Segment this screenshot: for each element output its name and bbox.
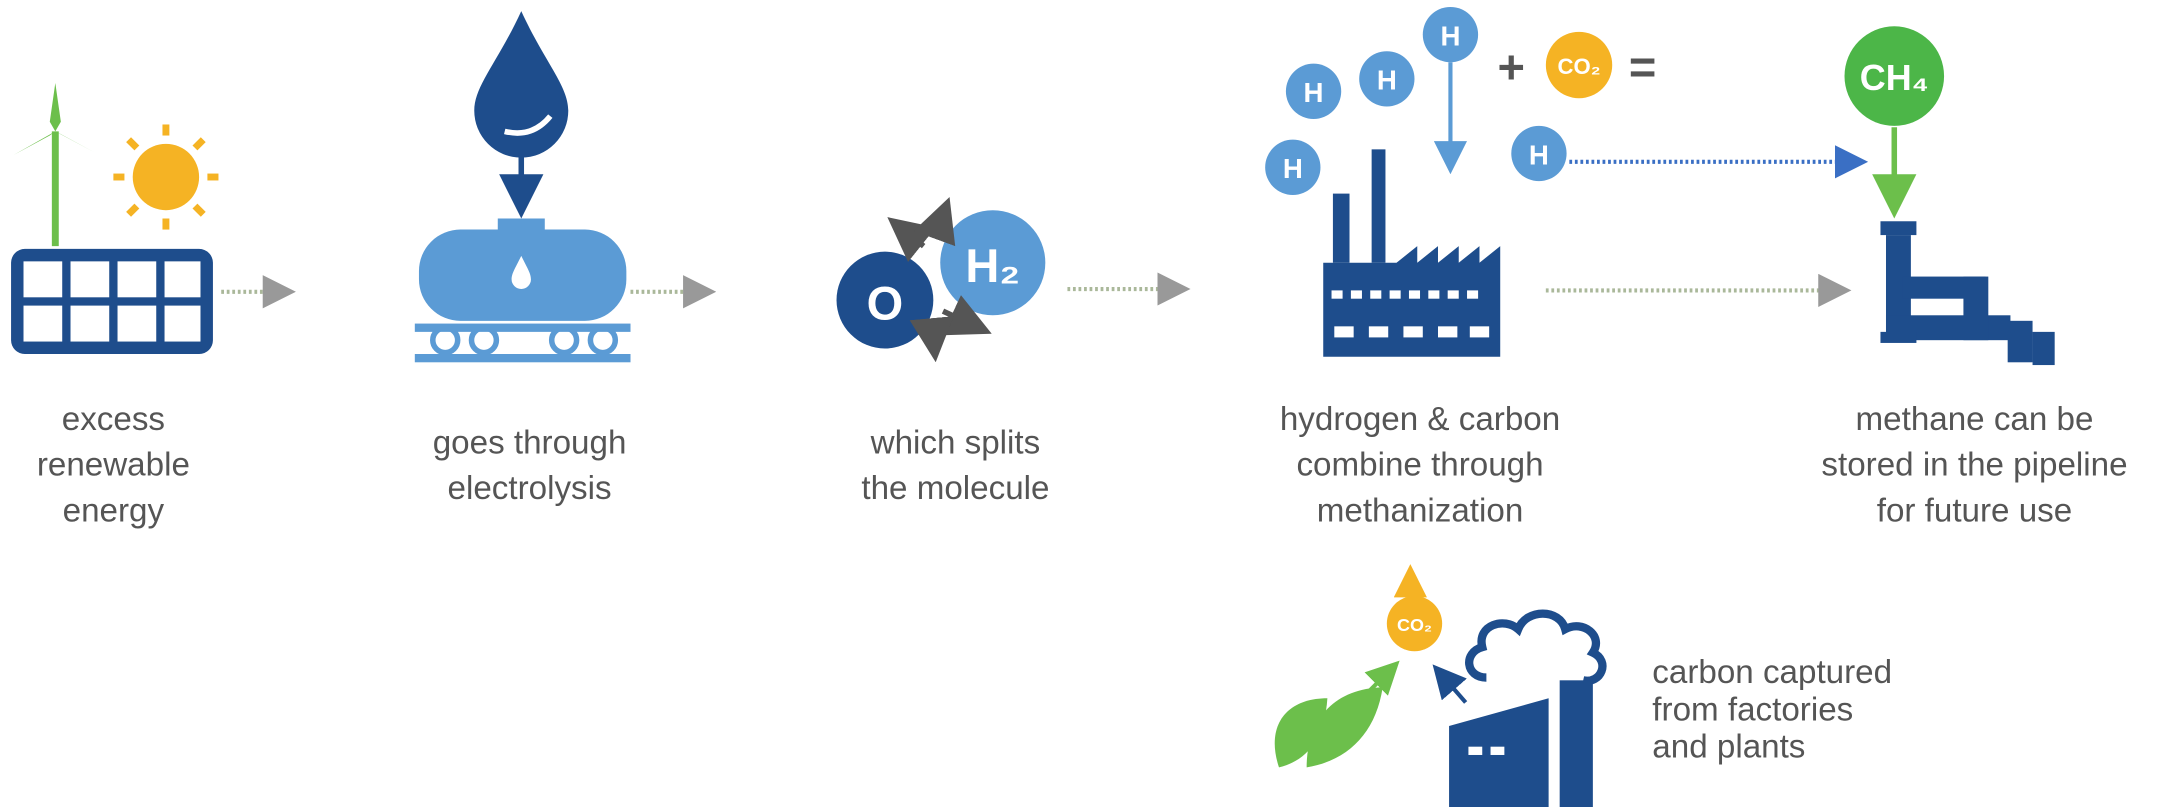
step-label: methane can be stored in the pipeline fo… — [1821, 401, 2127, 529]
pipeline-icon: CH₄ — [1845, 26, 2055, 365]
oxygen-label: O — [867, 276, 904, 329]
step-label-line: energy — [63, 492, 165, 529]
diagram: O H₂ H H H H + CO₂ = H — [0, 0, 2157, 807]
step-label-line: which splits — [870, 425, 1041, 462]
step-label-line: combine through — [1296, 447, 1543, 484]
equals-sign: = — [1629, 40, 1656, 93]
renewable-icon — [11, 83, 218, 354]
carbon-source-line: from factories — [1652, 691, 1853, 728]
carbon-capture-icon: CO₂ — [1275, 572, 1603, 807]
carbon-source-line: carbon captured — [1652, 654, 1892, 691]
step-label-line: electrolysis — [448, 470, 612, 507]
step-label-line: methanization — [1317, 492, 1524, 529]
step-label: goes through electrolysis — [433, 425, 627, 508]
hydrogen-molecule-label: H₂ — [965, 239, 1020, 292]
step-label-line: stored in the pipeline — [1821, 447, 2127, 484]
hydrogen-label: H — [1440, 20, 1460, 51]
co2-label: CO₂ — [1558, 54, 1601, 79]
molecule-icon: O H₂ — [837, 207, 1046, 351]
step-label-line: goes through — [433, 425, 627, 462]
co2-label: CO₂ — [1397, 615, 1432, 635]
step-label-line: the molecule — [861, 470, 1049, 507]
hydrogen-label: H — [1304, 77, 1324, 108]
step-label: excess renewable energy — [37, 401, 190, 529]
step-label-line: excess — [62, 401, 165, 438]
carbon-source-line: and plants — [1652, 729, 1805, 766]
step-label-line: for future use — [1877, 492, 2072, 529]
step-label: which splits the molecule — [861, 425, 1049, 508]
step-label-line: renewable — [37, 447, 190, 484]
hydrogen-label: H — [1283, 153, 1303, 184]
step-label-line: hydrogen & carbon — [1280, 401, 1560, 438]
step-label-line: methane can be — [1856, 401, 2094, 438]
step-label: hydrogen & carbon combine through methan… — [1280, 401, 1560, 529]
hydrogen-label: H — [1529, 139, 1549, 170]
hydrogen-label: H — [1377, 65, 1397, 96]
methanization-icon: H H H H + CO₂ = H — [1265, 7, 1860, 357]
methane-label: CH₄ — [1860, 57, 1929, 98]
plus-sign: + — [1498, 40, 1525, 93]
carbon-source-label: carbon captured from factories and plant… — [1652, 654, 1892, 766]
electrolysis-icon — [415, 11, 631, 362]
